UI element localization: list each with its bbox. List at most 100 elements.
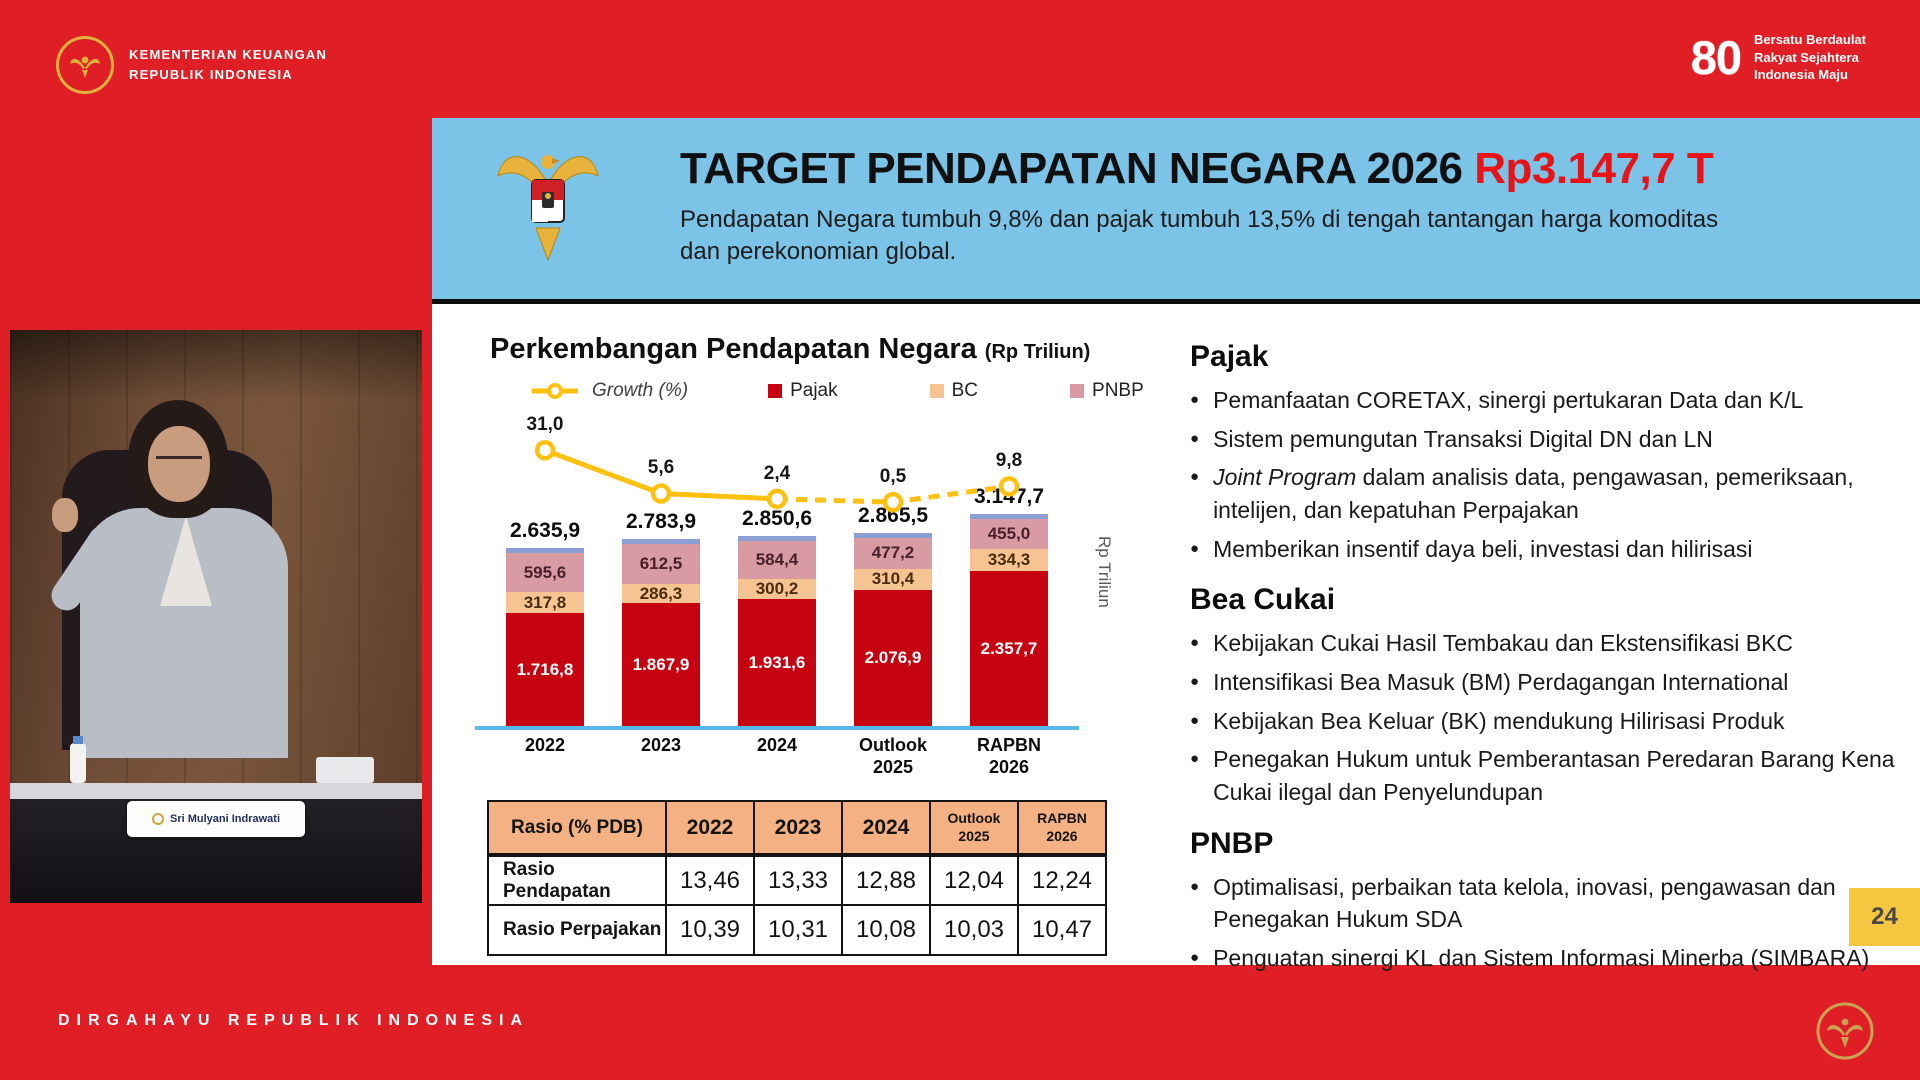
desk-surface [10, 783, 422, 799]
bar-segment-bc: 310,4 [854, 569, 932, 590]
segment-value-label: 1.716,8 [516, 659, 574, 679]
stacked-bar-chart: 2.635,9 595,6 317,8 1.716,8 2022 31,0 2.783,9 6… [475, 403, 1079, 798]
bar-segment-pnbp: 477,2 [854, 537, 932, 570]
policy-sections: Pajak ● Pemanfaatan CORETAX, sinergi pert… [1190, 340, 1914, 993]
table-header-row: Rasio (% PDB) 2022 2023 2024 Outlook 202… [487, 800, 1107, 857]
legend-growth-label: Growth (%) [592, 380, 689, 401]
bar-total-label: 2.783,9 [625, 510, 697, 534]
bar-total-label: 3.147,7 [973, 485, 1045, 509]
growth-point [766, 488, 788, 510]
table-row: Rasio Pendapatan 13,46 13,33 12,88 12,04… [487, 854, 1107, 906]
rasio-table: Rasio (% PDB) 2022 2023 2024 Outlook 202… [487, 800, 1107, 956]
growth-value-label: 9,8 [995, 450, 1023, 472]
bar-total-label: 2.635,9 [509, 519, 581, 543]
bar-2024: 2.850,6 584,4 300,2 1.931,6 [738, 507, 816, 726]
speaker-nameplate: Sri Mulyani Indrawati [127, 801, 305, 837]
legend-bc-label: BC [951, 380, 979, 401]
legend-bc: BC [929, 380, 979, 402]
bullet: ● Penegakan Hukum untuk Pemberantasan Per… [1190, 746, 1895, 805]
bullet: ● Kebijakan Bea Keluar (BK) mendukung Hil… [1190, 707, 1785, 734]
cell: 10,47 [1017, 904, 1107, 956]
anniversary-logo-block: 80 Bersatu Berdaulat Rakyat Sejahtera In… [1691, 30, 1866, 85]
segment-value-label: 455,0 [987, 524, 1031, 544]
bullet: ● Penguatan sinergi KL dan Sistem Informa… [1190, 944, 1870, 971]
wings-icon [70, 56, 100, 78]
bullet: ● Joint Program dalam analisis data, peng… [1190, 464, 1854, 523]
x-axis-label: 2022 [524, 735, 566, 755]
bar-segment-pajak: 1.867,9 [622, 603, 700, 726]
row-label-pendapatan: Rasio Pendapatan [487, 854, 667, 906]
row-label-perpajakan: Rasio Perpajakan [487, 904, 667, 956]
anniversary-tagline-1: Bersatu Berdaulat [1754, 32, 1866, 48]
segment-value-label: 595,6 [523, 562, 567, 582]
segment-value-label: 310,4 [871, 569, 915, 589]
bar-segment-pajak: 2.357,7 [970, 571, 1048, 726]
bullet: ● Pemanfaatan CORETAX, sinergi pertukaran… [1190, 387, 1804, 413]
x-axis-label: 2024 [756, 735, 798, 755]
right-axis-label: Rp Triliun [1095, 536, 1114, 608]
growth-point [534, 440, 556, 461]
cell: 10,31 [753, 904, 843, 956]
table-header-2024: 2024 [841, 800, 931, 857]
bar-total-label: 2.865,5 [857, 503, 929, 527]
ministry-name: KEMENTERIAN KEUANGAN [129, 46, 328, 62]
growth-value-label: 5,6 [647, 457, 675, 479]
bar-segment-other [970, 514, 1048, 520]
section-pajak: Pajak ● Pemanfaatan CORETAX, sinergi pert… [1190, 340, 1914, 565]
segment-value-label: 1.931,6 [748, 652, 806, 672]
segment-value-label: 584,4 [755, 550, 799, 570]
table-header-2022: 2022 [665, 800, 755, 857]
speaker-hand [52, 498, 78, 532]
bar-segment-bc: 317,8 [506, 592, 584, 614]
kemenkeu-gold-emblem-icon [1816, 1002, 1874, 1060]
bar-segment-other [506, 548, 584, 554]
growth-point [650, 483, 672, 504]
ministry-country: REPUBLIK INDONESIA [129, 67, 293, 82]
table-header-2023: 2023 [753, 800, 843, 857]
bar-RAPBN-2026: 3.147,7 455,0 334,3 2.357,7 [970, 485, 1048, 726]
section-bea-cukai: Bea Cukai ● Kebijakan Cukai Hasil Tembaka… [1190, 583, 1914, 808]
segment-value-label: 317,8 [523, 592, 567, 612]
bar-segment-pajak: 2.076,9 [854, 589, 932, 726]
presentation-slide: TARGET PENDAPATAN NEGARA 2026 Rp3.147,7 … [432, 118, 1920, 971]
bar-segment-pnbp: 612,5 [622, 544, 700, 585]
bar-segment-bc: 300,2 [738, 579, 816, 600]
bullet: ● Memberikan insentif daya beli, investas… [1190, 535, 1753, 562]
chart-title-text: Perkembangan Pendapatan Negara [490, 333, 977, 365]
cell: 13,46 [665, 854, 755, 906]
legend-pajak: Pajak [768, 380, 838, 402]
x-axis-label: Outlook 2025 [859, 735, 927, 777]
table-header-label: Rasio (% PDB) [487, 800, 667, 857]
table-header-rapbn-2026: RAPBN 2026 [1017, 800, 1107, 857]
chart-title: Perkembangan Pendapatan Negara (Rp Trili… [490, 333, 1090, 366]
bar-segment-bc: 334,3 [970, 549, 1048, 572]
section-heading: Bea Cukai [1190, 583, 1336, 617]
chart-legend: Growth (%) Pajak BC PNBP [532, 380, 1222, 402]
section-heading: Pajak [1190, 340, 1269, 373]
bar-segment-pnbp: 455,0 [970, 519, 1048, 550]
growth-value-label: 0,5 [879, 466, 907, 488]
bullet: ● Intensifikasi Bea Masuk (BM) Perdaganga… [1190, 668, 1789, 695]
bc-swatch-icon [929, 384, 944, 398]
segment-value-label: 2.076,9 [864, 647, 922, 667]
speaker-glasses [156, 456, 202, 465]
wall-shadow [10, 330, 422, 400]
slide-title-text: TARGET PENDAPATAN NEGARA 2026 [680, 144, 1463, 193]
segment-value-label: 612,5 [639, 554, 683, 574]
x-axis-label: 2023 [640, 735, 682, 755]
anniversary-tagline-3: Indonesia Maju [1754, 67, 1848, 83]
bar-segment-other [738, 535, 816, 541]
chart-title-unit: (Rp Triliun) [984, 341, 1091, 363]
bar-segment-pajak: 1.931,6 [738, 599, 816, 726]
growth-line-icon [532, 383, 578, 399]
cell: 12,88 [841, 854, 931, 906]
pajak-swatch-icon [768, 384, 783, 398]
slide-title-value: Rp3.147,7 T [1474, 144, 1714, 193]
pnbp-swatch-icon [1070, 384, 1085, 398]
section-pnbp: PNBP ● Optimalisasi, perbaikan tata kelol… [1190, 827, 1914, 975]
bar-segment-bc: 286,3 [622, 584, 700, 604]
bar-segment-other [622, 539, 700, 545]
segment-value-label: 2.357,7 [980, 638, 1038, 658]
growth-value-label: 2,4 [763, 462, 791, 484]
